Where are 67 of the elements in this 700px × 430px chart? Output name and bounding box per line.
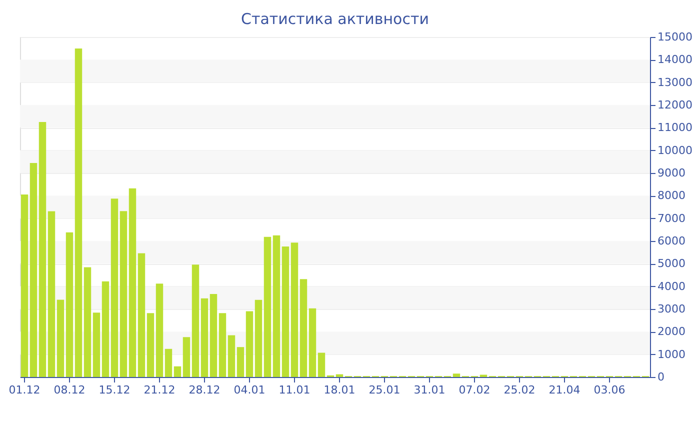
bar	[74, 48, 82, 377]
x-tick-label: 01.12	[8, 384, 40, 396]
y-tick-label: 6000	[658, 234, 686, 248]
x-tick-label: 18.01	[324, 384, 356, 396]
y-tick-label: 11000	[658, 121, 692, 134]
x-tick-label: 07.02	[458, 384, 490, 396]
bar	[146, 313, 154, 377]
y-tick-label: 4000	[658, 280, 686, 293]
bar	[218, 313, 226, 377]
x-tick-label: 08.12	[54, 384, 86, 396]
bar	[174, 366, 182, 377]
bar	[246, 311, 254, 377]
x-tick-label: 15.12	[98, 384, 130, 396]
bar	[264, 236, 272, 377]
bar	[120, 211, 128, 377]
x-tick-label: 11.01	[278, 384, 310, 396]
bar	[128, 188, 136, 377]
bar	[164, 348, 172, 377]
y-tick-label: 13000	[658, 76, 692, 89]
bar	[290, 242, 298, 377]
x-tick-label: 21.04	[548, 384, 580, 396]
bar	[56, 300, 64, 377]
bar	[92, 312, 100, 377]
bar	[336, 374, 344, 377]
y-tick-label: 15000	[658, 30, 692, 44]
y-tick-label: 3000	[658, 302, 686, 316]
bar	[200, 298, 208, 377]
y-tick-label: 0	[658, 370, 664, 384]
bar	[254, 300, 262, 377]
bar	[138, 253, 146, 377]
bar	[236, 347, 244, 377]
y-tick-label: 5000	[658, 257, 686, 270]
x-tick-label: 04.01	[234, 384, 266, 396]
bar	[156, 284, 164, 377]
y-tick-label: 12000	[658, 98, 692, 112]
y-tick-label: 8000	[658, 189, 686, 202]
x-tick-label: 03.06	[594, 384, 626, 396]
bar	[272, 235, 280, 377]
bar	[30, 163, 38, 377]
x-tick-label: 25.02	[504, 384, 536, 396]
bar	[210, 294, 218, 377]
y-tick-label: 14000	[658, 53, 692, 66]
bar	[48, 211, 56, 377]
bar	[300, 279, 308, 377]
bar	[192, 264, 200, 377]
x-tick-label: 21.12	[144, 384, 176, 396]
bar	[318, 352, 326, 377]
y-tick-label: 9000	[658, 166, 686, 180]
bar	[182, 337, 190, 377]
x-tick-label: 28.12	[188, 384, 220, 396]
bar	[84, 267, 92, 377]
bar	[102, 281, 110, 377]
y-tick-label: 1000	[658, 348, 686, 361]
bar	[38, 122, 46, 377]
x-tick-label: 31.01	[414, 384, 446, 396]
bar	[20, 194, 28, 377]
bar	[308, 308, 316, 377]
y-tick-label: 2000	[658, 325, 686, 338]
bar	[228, 335, 236, 377]
bar	[66, 232, 74, 377]
bar	[452, 374, 460, 377]
y-tick-label: 7000	[658, 212, 686, 225]
chart-title: Статистика активности	[241, 10, 429, 28]
x-tick-label: 25.01	[368, 384, 400, 396]
y-tick-label: 10000	[658, 144, 692, 157]
bar	[110, 198, 118, 377]
bar	[282, 246, 290, 377]
